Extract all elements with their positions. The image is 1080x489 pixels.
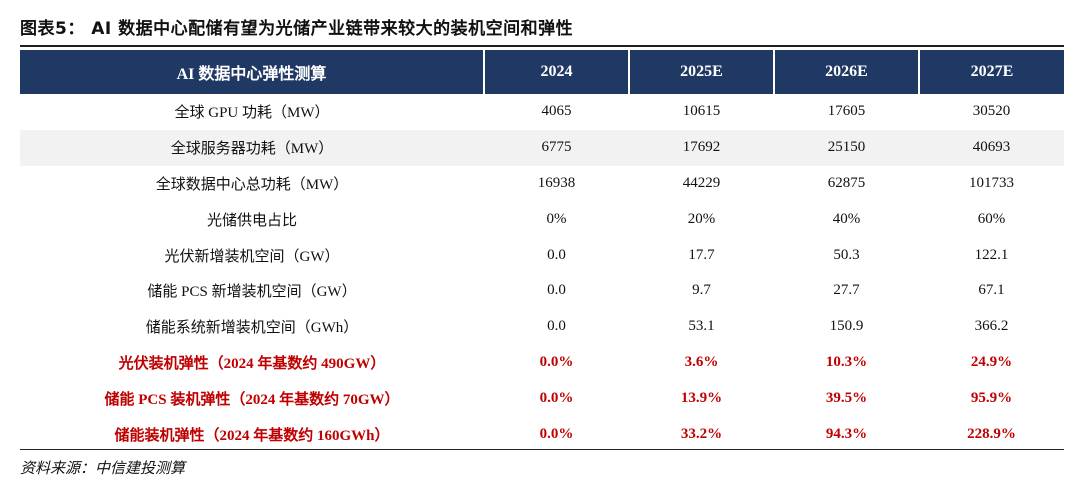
- row-value: 101733: [969, 174, 1014, 191]
- row-value: 27.7: [833, 282, 860, 299]
- row-label: 储能装机弹性（2024 年基数约 160GWh）: [114, 427, 390, 444]
- row-value: 50.3: [833, 246, 860, 263]
- table-header-row: AI 数据中心弹性测算 2024 2025E 2026E 2027E: [20, 50, 1064, 94]
- table-row: 光储供电占比 0% 20% 40% 60%: [20, 201, 1064, 237]
- row-value: 62875: [827, 174, 866, 191]
- table-row: 光伏装机弹性（2024 年基数约 490GW） 0.0% 3.6% 10.3% 24.9…: [20, 345, 1064, 381]
- row-value: 24.9%: [970, 353, 1013, 370]
- table-row: 全球 GPU 功耗（MW） 4065 10615 17605 30520: [20, 94, 1064, 130]
- row-value: 39.5%: [825, 389, 868, 406]
- header-cell-2027e: 2027E: [919, 50, 1064, 94]
- header-cell-metric: AI 数据中心弹性测算: [20, 50, 485, 94]
- bottom-rule: [20, 449, 1064, 450]
- table-row: 光伏新增装机空间（GW） 0.0 17.7 50.3 122.1: [20, 237, 1064, 273]
- table-row: 储能系统新增装机空间（GWh） 0.0 53.1 150.9 366.2: [20, 309, 1064, 345]
- row-value: 20%: [687, 210, 716, 227]
- table-row: 储能 PCS 新增装机空间（GW） 0.0 9.7 27.7 67.1: [20, 273, 1064, 309]
- table-row: 全球数据中心总功耗（MW） 16938 44229 62875 101733: [20, 166, 1064, 202]
- row-value: 60%: [977, 210, 1006, 227]
- row-value: 0.0: [547, 282, 566, 299]
- row-value: 94.3%: [825, 425, 868, 442]
- row-label: 光伏新增装机空间（GW）: [164, 248, 340, 265]
- header-cell-2024: 2024: [484, 50, 630, 94]
- row-value: 0.0: [547, 246, 566, 263]
- row-label: 光伏装机弹性（2024 年基数约 490GW）: [118, 355, 386, 372]
- row-label: 全球 GPU 功耗（MW）: [174, 105, 330, 122]
- row-value: 0.0%: [539, 425, 574, 442]
- row-value: 95.9%: [970, 389, 1013, 406]
- data-table: AI 数据中心弹性测算 2024 2025E 2026E 2027E 全球 GP…: [20, 50, 1064, 452]
- row-value: 3.6%: [684, 353, 719, 370]
- header-cell-2026e: 2026E: [774, 50, 920, 94]
- row-value: 40%: [832, 210, 861, 227]
- row-label: 光储供电占比: [206, 212, 297, 229]
- row-value: 228.9%: [967, 425, 1016, 442]
- row-value: 366.2: [974, 318, 1009, 335]
- row-value: 13.9%: [680, 389, 723, 406]
- row-value: 9.7: [692, 282, 711, 299]
- row-value: 6775: [484, 129, 629, 166]
- row-label: 储能系统新增装机空间（GWh）: [145, 320, 359, 337]
- figure-title: 图表5： AI 数据中心配储有望为光储产业链带来较大的装机空间和弹性: [20, 19, 574, 39]
- row-value: 53.1: [688, 318, 715, 335]
- row-label: 储能 PCS 新增装机空间（GW）: [147, 284, 357, 301]
- table-row: 储能 PCS 装机弹性（2024 年基数约 70GW） 0.0% 13.9% 39.5…: [20, 380, 1064, 416]
- row-label: 全球数据中心总功耗（MW）: [155, 176, 349, 193]
- row-value: 17605: [827, 103, 866, 120]
- table-row: 储能装机弹性（2024 年基数约 160GWh） 0.0% 33.2% 94.3% 22…: [20, 416, 1064, 452]
- row-value: 17.7: [688, 246, 715, 263]
- row-value: 17692: [629, 129, 774, 166]
- row-value: 150.9: [829, 318, 864, 335]
- row-value: 44229: [682, 174, 721, 191]
- row-label: 全球服务器功耗（MW）: [20, 129, 484, 166]
- source-note: 资料来源：中信建投测算: [20, 459, 186, 477]
- row-value: 25150: [774, 129, 919, 166]
- row-value: 67.1: [978, 282, 1005, 299]
- table-row: 全球服务器功耗（MW） 6775 17692 25150 40693: [20, 129, 1064, 166]
- row-value: 4065: [541, 103, 572, 120]
- row-value: 122.1: [974, 246, 1009, 263]
- header-cell-2025e: 2025E: [629, 50, 775, 94]
- row-value: 33.2%: [680, 425, 723, 442]
- row-value: 0%: [546, 210, 567, 227]
- row-value: 0.0%: [539, 389, 574, 406]
- title-rule: [20, 45, 1064, 47]
- row-value: 10.3%: [825, 353, 868, 370]
- row-value: 10615: [682, 103, 721, 120]
- row-value: 30520: [972, 103, 1011, 120]
- row-value: 0.0: [547, 318, 566, 335]
- row-value: 40693: [919, 129, 1064, 166]
- row-label: 储能 PCS 装机弹性（2024 年基数约 70GW）: [104, 391, 400, 408]
- row-value: 16938: [537, 174, 576, 191]
- row-value: 0.0%: [539, 353, 574, 370]
